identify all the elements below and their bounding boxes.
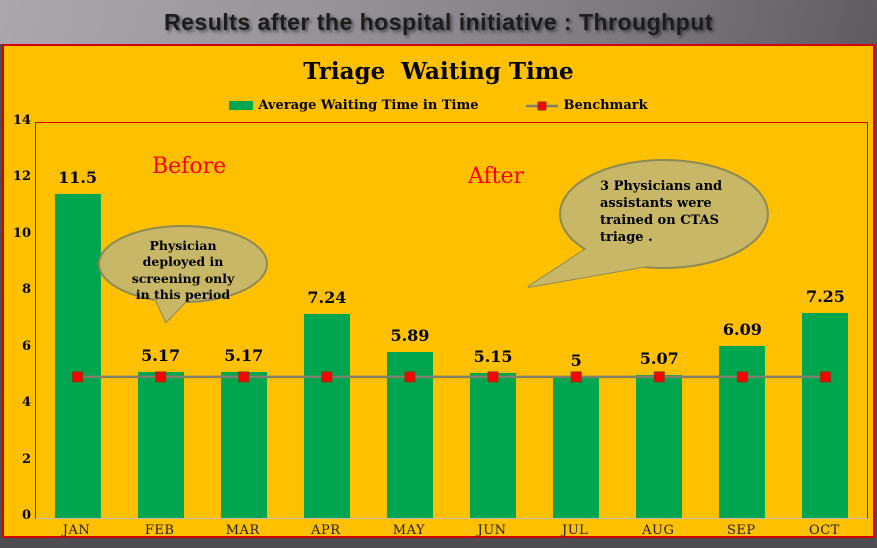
y-tick-label: 6 — [21, 338, 31, 354]
x-tick-label-jun: JUN — [477, 523, 507, 538]
benchmark-marker — [72, 371, 84, 383]
bar-value-label: 7.25 — [805, 287, 845, 307]
slide-title-bar: Results after the hospital initiative : … — [0, 0, 877, 44]
slide-title: Results after the hospital initiative : … — [164, 8, 713, 35]
y-tick-label: 8 — [21, 282, 31, 298]
bar-swatch-icon — [229, 101, 254, 110]
bar-feb — [137, 372, 184, 518]
benchmark-series — [72, 371, 831, 383]
legend-label: Average Waiting Time in Time — [258, 98, 479, 113]
x-tick-label-apr: APR — [311, 523, 341, 538]
bar-value-label: 5 — [570, 350, 582, 370]
benchmark-marker — [404, 371, 416, 383]
chart-area: Triage Waiting Time Average Waiting Time… — [2, 44, 875, 538]
callout-text-after: 3 Physicians and assistants were trained… — [600, 179, 723, 245]
x-tick-label-aug: AUG — [642, 523, 675, 538]
bar-value-label: 11.5 — [58, 167, 98, 187]
legend-item-benchmark: Benchmark — [526, 98, 648, 113]
bar-jun — [470, 372, 517, 518]
chart-legend: Average Waiting Time in Time Benchmark — [4, 98, 873, 113]
bar-value-label: 5.17 — [224, 346, 264, 366]
legend-item-average-waiting-time: Average Waiting Time in Time — [229, 98, 478, 113]
y-tick-label: 0 — [21, 508, 31, 523]
y-tick-label: 10 — [12, 225, 31, 241]
y-tick-label: 12 — [12, 169, 31, 185]
x-tick-label-oct: OCT — [809, 523, 840, 538]
benchmark-marker — [570, 371, 582, 383]
x-tick-label-jan: JAN — [62, 523, 91, 538]
x-tick-label-mar: MAR — [225, 523, 260, 538]
bar-oct — [802, 313, 849, 518]
before-label: Before — [152, 154, 227, 179]
y-tick-label: 2 — [21, 451, 31, 467]
bar-value-label: 6.09 — [722, 320, 762, 340]
y-tick-label: 4 — [21, 395, 31, 411]
bar-value-label: 5.15 — [473, 346, 513, 366]
bar-mar — [220, 372, 267, 518]
bar-apr — [303, 313, 350, 518]
after-label: After — [468, 164, 525, 189]
bar-aug — [636, 374, 683, 518]
benchmark-marker — [736, 371, 748, 383]
y-tick-label: 14 — [12, 113, 31, 128]
bar-value-label: 5.17 — [141, 346, 181, 366]
benchmark-marker — [653, 371, 665, 383]
bar-jul — [553, 376, 600, 518]
line-marker-icon — [526, 101, 559, 110]
bar-value-label: 7.24 — [307, 287, 347, 307]
callout-text-before: Physician deployed in screening only in … — [131, 238, 235, 302]
legend-label: Benchmark — [563, 98, 648, 113]
bar-value-label: 5.89 — [390, 325, 430, 345]
benchmark-marker — [321, 371, 333, 383]
benchmark-marker — [819, 371, 831, 383]
bar-value-label: 5.07 — [639, 348, 679, 368]
x-tick-label-may: MAY — [392, 523, 426, 538]
benchmark-marker — [238, 371, 250, 383]
benchmark-marker — [155, 371, 167, 383]
plot-area: 11.5 5.17 5.17 7.24 5.89 5.15 5 5.07 6.09 7.25 — [35, 122, 868, 519]
benchmark-marker — [487, 371, 499, 383]
bar-jan — [54, 193, 101, 518]
chart-title: Triage Waiting Time — [303, 58, 574, 85]
x-tick-label-jul: JUL — [561, 523, 589, 538]
x-tick-label-sep: SEP — [727, 523, 756, 538]
x-tick-label-feb: FEB — [144, 523, 175, 538]
